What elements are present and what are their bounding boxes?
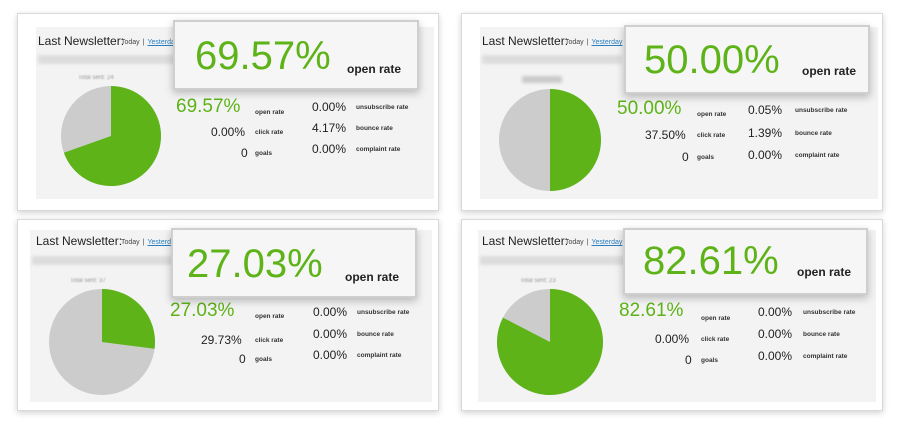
blurred-subject xyxy=(32,256,182,265)
bounce-rate-value: 4.17% xyxy=(312,121,347,135)
click-rate-value: 37.50% xyxy=(645,128,686,142)
link-today[interactable]: Today xyxy=(121,239,140,246)
open-rate-label: open rate xyxy=(697,111,727,118)
complaint-rate-label: complaint rate xyxy=(357,352,402,359)
click-rate-value: 0.00% xyxy=(211,125,246,139)
blurred-total xyxy=(522,76,562,83)
open-rate-label: open rate xyxy=(701,315,731,322)
date-range-links: Today|Yesterday| xyxy=(565,239,627,246)
unsubscribe-rate-label: unsubscribe rate xyxy=(356,104,409,111)
callout-percent: 69.57% xyxy=(195,34,331,78)
total-sent-label: Total sent: 37 xyxy=(70,278,106,284)
click-rate-label: click rate xyxy=(255,129,284,136)
complaint-rate-value: 0.00% xyxy=(313,348,348,362)
complaint-rate-value: 0.00% xyxy=(312,142,347,156)
bounce-rate-value: 1.39% xyxy=(748,126,783,140)
click-rate-value: 0.00% xyxy=(655,332,690,346)
open-rate-callout: 50.00% open rate xyxy=(624,25,870,94)
open-rate-pie-chart xyxy=(49,289,155,395)
click-rate-value: 29.73% xyxy=(201,333,242,347)
open-rate-label: open rate xyxy=(255,313,285,320)
click-rate-label: click rate xyxy=(701,336,730,343)
total-sent-label: Total sent: 23 xyxy=(520,278,556,284)
goals-label: goals xyxy=(701,357,718,364)
pie-slice-opened xyxy=(102,289,155,349)
callout-label: open rate xyxy=(797,265,852,279)
unsubscribe-rate-value: 0.00% xyxy=(312,100,347,114)
callout-label: open rate xyxy=(347,62,402,76)
total-sent-label: Total sent: 24 xyxy=(78,75,114,81)
open-rate-pie-chart xyxy=(499,89,601,191)
link-yesterday[interactable]: Yesterday xyxy=(147,39,179,46)
goals-label: goals xyxy=(255,356,272,363)
card-title: Last Newsletter: xyxy=(482,34,569,48)
link-today[interactable]: Today xyxy=(121,39,140,46)
link-today[interactable]: Today xyxy=(565,239,584,246)
goals-value: 0 xyxy=(682,150,689,164)
click-rate-label: click rate xyxy=(255,337,284,344)
open-rate-callout: 69.57% open rate xyxy=(173,20,419,90)
unsubscribe-rate-label: unsubscribe rate xyxy=(803,309,856,316)
open-rate-value: 50.00% xyxy=(617,98,682,119)
complaint-rate-label: complaint rate xyxy=(803,353,848,360)
callout-percent: 50.00% xyxy=(644,38,780,82)
bounce-rate-label: bounce rate xyxy=(357,331,394,338)
blurred-subject xyxy=(38,55,178,64)
pie-slice-opened xyxy=(550,89,601,191)
unsubscribe-rate-value: 0.05% xyxy=(748,103,783,117)
link-yesterday[interactable]: Yesterday xyxy=(591,239,623,246)
open-rate-pie-chart xyxy=(61,86,161,186)
unsubscribe-rate-value: 0.00% xyxy=(758,305,793,319)
unsubscribe-rate-label: unsubscribe rate xyxy=(357,309,410,316)
blurred-subject xyxy=(480,256,630,265)
open-rate-value: 82.61% xyxy=(619,300,684,321)
goals-value: 0 xyxy=(239,352,246,366)
link-yesterday[interactable]: Yesterday xyxy=(591,39,623,46)
complaint-rate-value: 0.00% xyxy=(758,349,793,363)
bounce-rate-label: bounce rate xyxy=(795,130,832,137)
card-title: Last Newsletter: xyxy=(482,234,569,248)
goals-label: goals xyxy=(255,150,272,157)
blurred-subject xyxy=(482,55,622,64)
pie-slice-opened xyxy=(497,289,603,395)
card-title: Last Newsletter: xyxy=(36,234,123,248)
bounce-rate-value: 0.00% xyxy=(758,327,793,341)
complaint-rate-label: complaint rate xyxy=(795,152,840,159)
click-rate-label: click rate xyxy=(697,132,726,139)
callout-percent: 27.03% xyxy=(187,242,323,286)
bounce-rate-label: bounce rate xyxy=(356,125,393,132)
unsubscribe-rate-label: unsubscribe rate xyxy=(795,107,848,114)
callout-label: open rate xyxy=(802,64,857,78)
callout-label: open rate xyxy=(345,270,400,284)
goals-value: 0 xyxy=(685,353,692,367)
bounce-rate-label: bounce rate xyxy=(803,331,840,338)
unsubscribe-rate-value: 0.00% xyxy=(313,305,348,319)
open-rate-pie-chart xyxy=(497,289,603,395)
link-yesterday[interactable]: Yesterday xyxy=(147,239,179,246)
pie-slice-opened xyxy=(63,86,161,186)
complaint-rate-label: complaint rate xyxy=(356,146,401,153)
open-rate-callout: 27.03% open rate xyxy=(171,228,417,298)
open-rate-value: 27.03% xyxy=(170,300,235,321)
card-title: Last Newsletter: xyxy=(38,34,125,48)
link-today[interactable]: Today xyxy=(565,39,584,46)
goals-label: goals xyxy=(697,154,714,161)
bounce-rate-value: 0.00% xyxy=(313,327,348,341)
goals-value: 0 xyxy=(241,146,248,160)
open-rate-label: open rate xyxy=(255,109,285,116)
callout-percent: 82.61% xyxy=(643,239,779,283)
open-rate-value: 69.57% xyxy=(176,96,241,117)
open-rate-callout: 82.61% open rate xyxy=(623,228,868,295)
complaint-rate-value: 0.00% xyxy=(748,148,783,162)
